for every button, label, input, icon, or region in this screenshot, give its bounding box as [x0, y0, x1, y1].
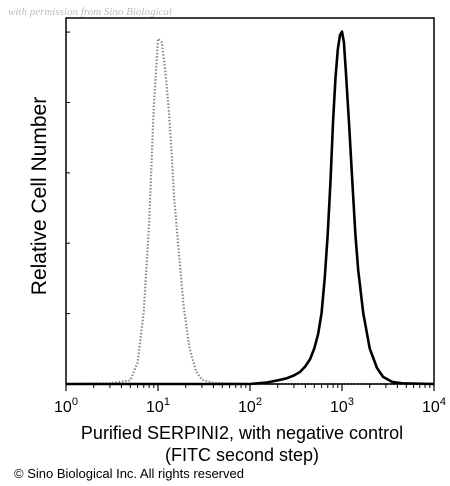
x-tick-label: 103 — [330, 396, 354, 416]
serpini2-curve — [66, 30, 435, 386]
axes-layer: 100 101 102 103 104 — [54, 17, 446, 416]
series-layer — [65, 30, 435, 386]
x-axis-label-line2: (FITC second step) — [164, 445, 320, 465]
watermark-text: with permission from Sino Biological — [8, 6, 172, 18]
x-tick-label: 104 — [422, 396, 446, 416]
x-axis-label-line1: Purified SERPINI2, with negative control — [80, 423, 404, 443]
x-tick-label: 102 — [238, 396, 262, 416]
negative-control-curve — [65, 37, 434, 386]
x-tick-label: 101 — [146, 396, 170, 416]
plot-frame — [65, 17, 435, 385]
copyright-text: © Sino Biological Inc. All rights reserv… — [14, 466, 244, 481]
x-axis-label: Purified SERPINI2, with negative control… — [32, 422, 450, 466]
y-axis-label: Relative Cell Number — [28, 96, 51, 296]
x-tick-label: 100 — [54, 396, 78, 416]
